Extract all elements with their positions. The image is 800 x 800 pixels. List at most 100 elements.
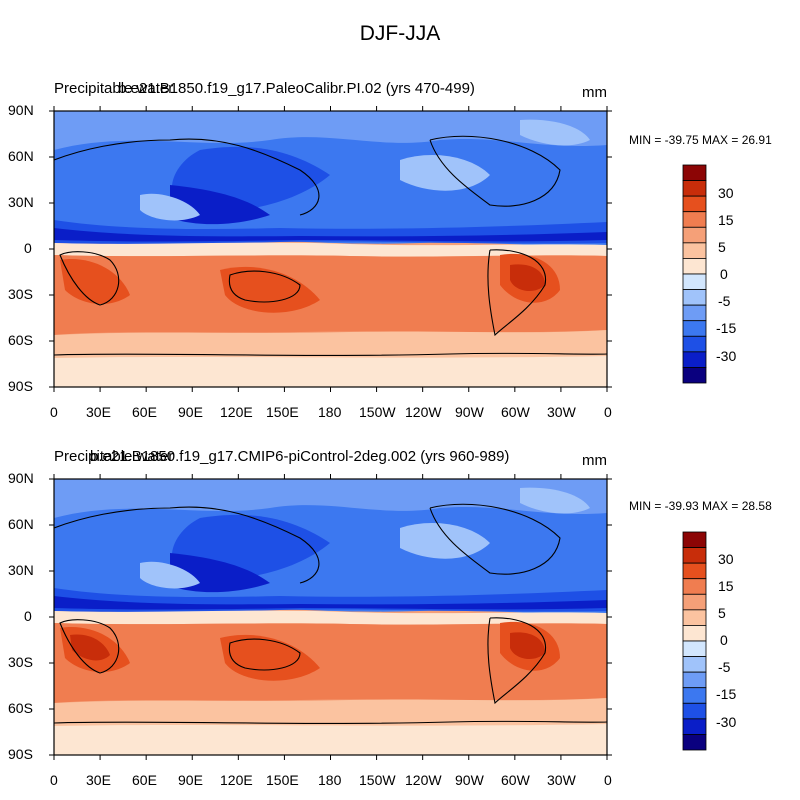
colorbar-label: 30	[718, 185, 734, 201]
panel-2-ticks	[49, 474, 612, 760]
lon-label: 90W	[455, 404, 484, 420]
colorbar-swatch	[682, 625, 707, 642]
panel-2-center-label: b.e21.B1850.f19_g17.CMIP6-piControl-2deg…	[90, 448, 510, 465]
panel-1-map	[49, 106, 612, 392]
lon-label: 90E	[178, 772, 203, 788]
colorbar-label: -30	[716, 348, 737, 364]
colorbar-swatch	[682, 242, 707, 259]
panel-1-coastlines	[54, 135, 607, 356]
lon-label: 120E	[220, 772, 253, 788]
lon-label: 60E	[132, 404, 157, 420]
colorbar-label: 0	[720, 266, 728, 282]
figure-title: DJF-JJA	[359, 22, 441, 45]
lon-label: 150E	[266, 404, 299, 420]
colorbar-swatch	[682, 273, 707, 290]
lat-label: 60N	[8, 148, 34, 164]
colorbar-swatch	[682, 578, 707, 595]
lon-label: 30W	[547, 404, 576, 420]
colorbar-label: 5	[718, 605, 726, 621]
lon-label: 90E	[178, 404, 203, 420]
lat-label: 60N	[8, 516, 34, 532]
lon-label: 0	[604, 404, 612, 420]
lon-label: 60W	[501, 772, 530, 788]
lon-label: 0	[50, 772, 58, 788]
colorbar-swatch	[682, 609, 707, 626]
lon-label: 0	[50, 404, 58, 420]
colorbar-swatch	[682, 367, 707, 384]
colorbar-swatch	[682, 547, 707, 564]
panel-2-contour-field	[54, 479, 607, 755]
lat-label: 60S	[8, 332, 33, 348]
lon-label: 180	[318, 772, 342, 788]
colorbar-label: 5	[718, 239, 726, 255]
colorbar-swatch	[682, 718, 707, 735]
colorbar-swatch	[682, 335, 707, 353]
colorbar-swatch	[682, 320, 707, 337]
lat-label: 90N	[8, 102, 34, 118]
colorbar-swatch	[682, 687, 707, 704]
lon-label: 60E	[132, 772, 157, 788]
colorbar-label: -30	[716, 714, 737, 730]
panel-1-ticks	[49, 106, 612, 392]
colorbar-swatch	[682, 258, 707, 275]
panel-2-coastlines	[54, 503, 607, 724]
lat-label: 30N	[8, 194, 34, 210]
lat-label: 30S	[8, 286, 33, 302]
lon-label: 120W	[405, 404, 442, 420]
lon-label: 150W	[359, 404, 396, 420]
colorbar-swatch	[682, 180, 707, 197]
panel-2-left-label: Precipitable water	[54, 448, 174, 465]
lat-label: 0	[24, 240, 32, 256]
colorbar-label: -15	[716, 320, 737, 336]
lat-label: 30N	[8, 562, 34, 578]
lon-label: 0	[604, 772, 612, 788]
colorbar-swatch	[682, 211, 707, 228]
colorbar-swatch	[682, 702, 707, 720]
lat-label: 90N	[8, 470, 34, 486]
panel-2-map	[49, 474, 612, 760]
lon-label: 30W	[547, 772, 576, 788]
panel-1-units: mm	[582, 84, 607, 101]
colorbar-swatch	[682, 531, 707, 548]
panel-2-units: mm	[582, 452, 607, 469]
colorbar-swatch	[682, 351, 707, 368]
lon-label: 120W	[405, 772, 442, 788]
colorbar-swatch	[682, 671, 707, 689]
colorbar-swatch	[682, 734, 707, 751]
lon-label: 60W	[501, 404, 530, 420]
colorbar-swatch	[682, 164, 707, 181]
colorbar-label: -5	[718, 293, 731, 309]
panel-1-contour-field	[54, 111, 607, 387]
colorbar-swatch	[682, 226, 707, 244]
panel-2-stats: MIN = -39.93 MAX = 28.58	[629, 499, 772, 513]
lon-label: 30E	[86, 772, 111, 788]
colorbar-label: 0	[720, 632, 728, 648]
lat-label: 0	[24, 608, 32, 624]
lon-label: 30E	[86, 404, 111, 420]
lon-label: 180	[318, 404, 342, 420]
colorbar-swatch	[682, 289, 707, 306]
panel-2-colorbar	[682, 531, 707, 751]
colorbar-swatch	[682, 304, 707, 322]
colorbar-label: 15	[718, 578, 734, 594]
colorbar-swatch	[682, 593, 707, 611]
panel-1-stats: MIN = -39.75 MAX = 26.91	[629, 133, 772, 147]
lat-label: 60S	[8, 700, 33, 716]
colorbar-label: 15	[718, 212, 734, 228]
lon-label: 150W	[359, 772, 396, 788]
lat-label: 90S	[8, 378, 33, 394]
lat-label: 90S	[8, 746, 33, 762]
panel-1-colorbar	[682, 164, 707, 384]
colorbar-label: -5	[718, 659, 731, 675]
lat-label: 30S	[8, 654, 33, 670]
lon-label: 150E	[266, 772, 299, 788]
colorbar-swatch	[682, 195, 707, 213]
colorbar-swatch	[682, 640, 707, 657]
panel-1-center-label: b.e21.B1850.f19_g17.PaleoCalibr.PI.02 (y…	[118, 80, 475, 97]
colorbar-swatch	[682, 656, 707, 673]
colorbar-label: 30	[718, 551, 734, 567]
lon-label: 90W	[455, 772, 484, 788]
panel-1-left-label: Precipitable water	[54, 80, 174, 97]
colorbar-label: -15	[716, 686, 737, 702]
